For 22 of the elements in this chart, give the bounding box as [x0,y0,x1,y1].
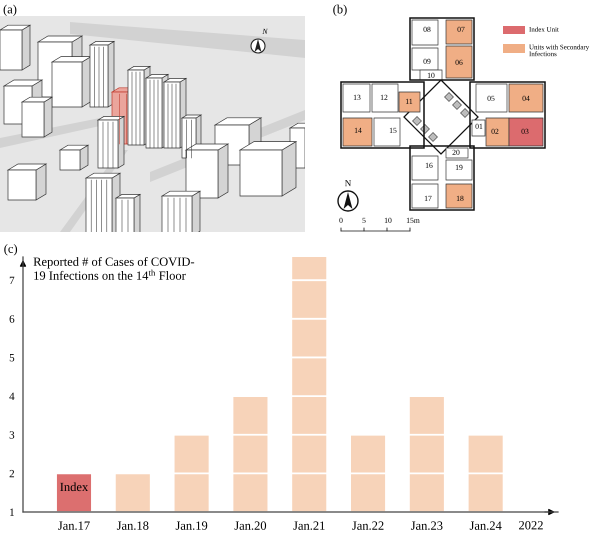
y-tick-label: 1 [10,508,14,516]
x-tick-label: Jan.24 [470,521,502,530]
y-tick-label: 5 [10,354,14,362]
y-tick-label: 3 [10,431,14,439]
y-tick-label: 6 [10,315,14,323]
x-tick-label: Jan.18 [116,521,148,530]
x-tick-label: Jan.22 [352,521,384,530]
y-tick-label: 2 [10,470,14,478]
y-tick-label: 4 [9,392,14,400]
x-tick-label: Jan.19 [176,521,208,530]
x-axis-title: 2022 [519,521,543,530]
text: (a) [4,4,16,16]
x-tick-label: Jan.17 [58,521,90,530]
chart-title: (c) [4,244,18,256]
y-tick-label: 7 [10,276,14,284]
y-axis-title: Reported # of Cases of COVID- 19 Infections on the 14$^{th}$ Floor [34,257,194,280]
text: (b) [333,4,347,16]
x-tick-label: Jan.20 [234,521,266,530]
annotation: Index [60,482,88,492]
x-tick-label: Jan.21 [293,521,325,530]
text: N [345,180,352,186]
x-tick-label: Jan.23 [410,521,443,530]
